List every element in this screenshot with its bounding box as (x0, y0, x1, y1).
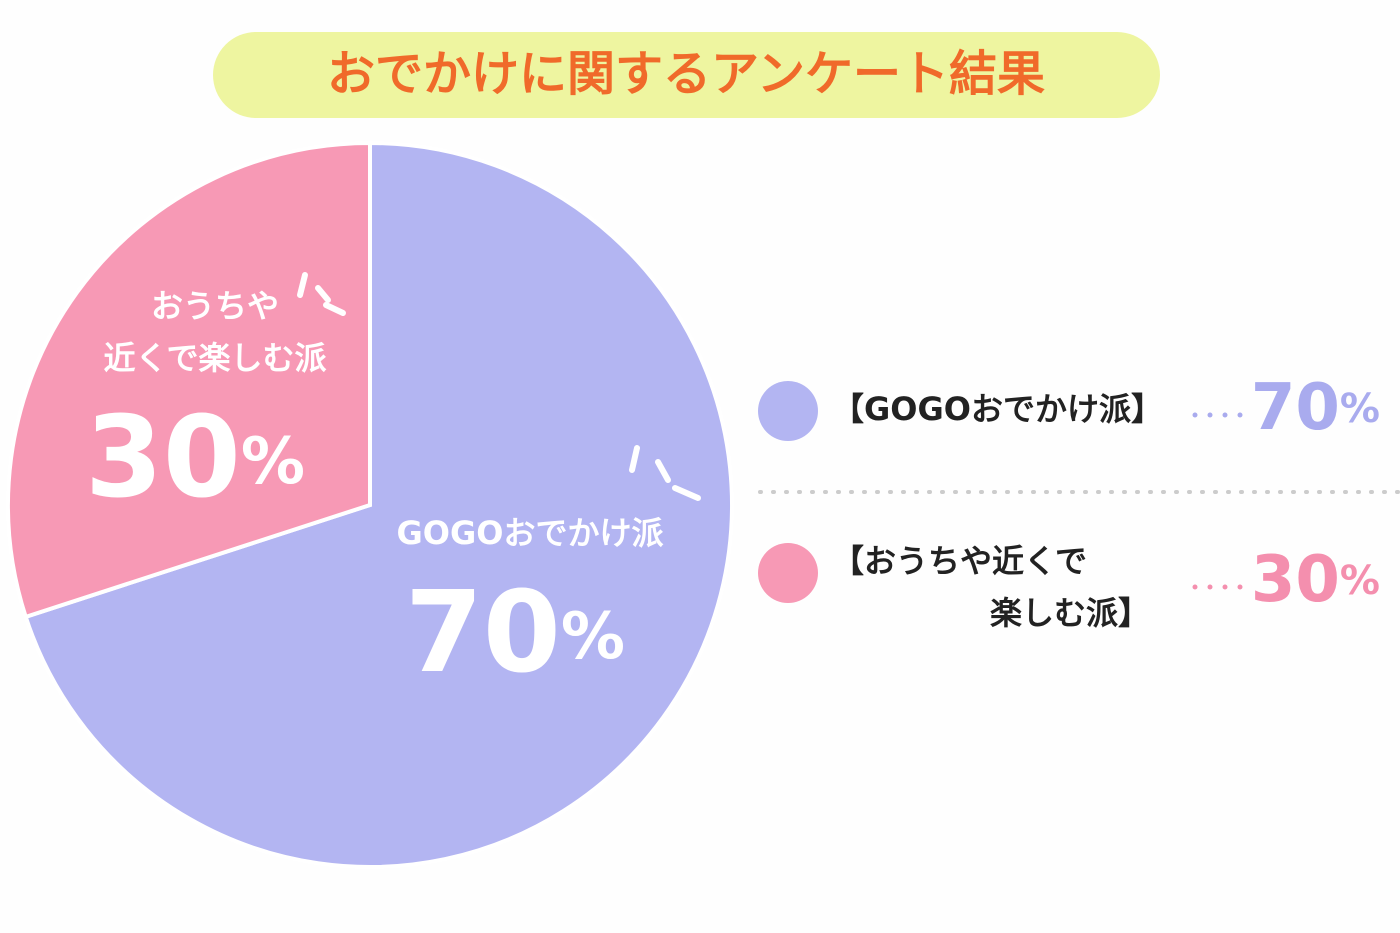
legend-label: 【おうちや近くで楽しむ派】 (832, 542, 1150, 632)
legend-swatch (758, 543, 818, 603)
legend-dot (1192, 584, 1198, 590)
chart-title: おでかけに関するアンケート結果 (327, 46, 1045, 102)
slice-label: おうちや近くで楽しむ派 (103, 287, 326, 377)
slice-value-label: 70% (405, 568, 625, 698)
legend-dot (1222, 584, 1228, 590)
legend-dot (1237, 584, 1243, 590)
burst-marks (297, 272, 701, 501)
legend-label: 【GOGOおでかけ派】 (832, 390, 1163, 428)
legend-swatch (758, 381, 818, 441)
legend-dot (1207, 412, 1213, 418)
slice-label: GOGOおでかけ派 (397, 514, 664, 552)
legend-dot (1207, 584, 1213, 590)
legend-dot (1222, 412, 1228, 418)
pie-slice (6, 140, 372, 620)
legend-value-label: 70% (1251, 371, 1380, 445)
title-pill (213, 32, 1160, 118)
legend-dot (1237, 412, 1243, 418)
legend: 【GOGOおでかけ派】 70% 【おうちや近くで楽しむ派】 30% (758, 371, 1380, 632)
slice-value-label: 30% (85, 393, 305, 523)
legend-dot (1192, 412, 1198, 418)
pie: GOGOおでかけ派 70% おうちや近くで楽しむ派 30% (6, 140, 734, 869)
legend-value-label: 30% (1251, 543, 1380, 617)
pie-slice (23, 140, 734, 869)
